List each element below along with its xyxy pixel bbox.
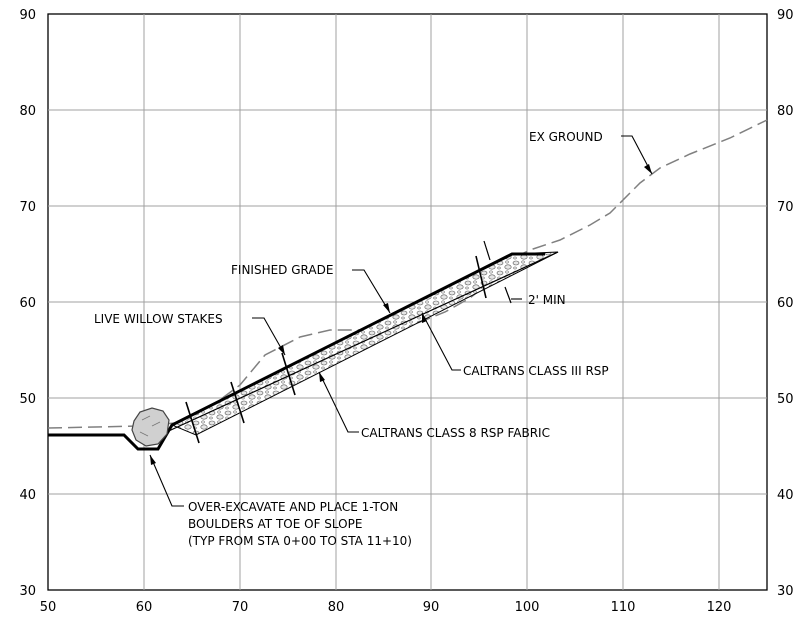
y-tick-labels-right: 30 40 50 60 70 80 90 — [777, 8, 794, 599]
y-tick-label-right: 60 — [777, 296, 794, 311]
y-tick-label-right: 40 — [777, 488, 794, 503]
y-tick-labels-left: 30 40 50 60 70 80 90 — [19, 8, 36, 599]
y-tick-label-right: 70 — [777, 200, 794, 215]
willow-stakes — [185, 255, 487, 444]
rsp-rock-layer — [170, 251, 559, 436]
willow-stake — [185, 401, 200, 444]
finished-grade-line — [48, 252, 545, 451]
x-tick-label: 90 — [423, 600, 440, 615]
label-boulders-line1: OVER-EXCAVATE AND PLACE 1-TON — [188, 500, 398, 514]
x-tick-label: 60 — [136, 600, 153, 615]
y-tick-label-right: 80 — [777, 104, 794, 119]
x-tick-label: 120 — [707, 600, 732, 615]
y-tick-label: 40 — [19, 488, 36, 503]
leader-boulders — [149, 454, 184, 507]
willow-stake — [281, 352, 296, 396]
leaders — [149, 135, 653, 507]
label-ex-ground: EX GROUND — [529, 130, 603, 144]
willow-stake — [230, 381, 245, 424]
boulder-icon — [131, 407, 170, 447]
y-tick-label-right: 50 — [777, 392, 794, 407]
grid — [47, 13, 768, 591]
x-tick-labels: 50 60 70 80 90 100 110 120 — [40, 600, 732, 615]
y-tick-label: 30 — [19, 584, 36, 599]
arrowheads — [150, 164, 652, 465]
leader-rsp-fabric — [318, 371, 359, 433]
leader-rsp-class3 — [421, 312, 461, 371]
x-tick-label: 50 — [40, 600, 57, 615]
existing-ground-line — [47, 119, 768, 429]
y-tick-label: 60 — [19, 296, 36, 311]
y-tick-label: 90 — [19, 8, 36, 23]
label-two-min: 2' MIN — [528, 293, 566, 307]
willow-stake — [475, 255, 487, 299]
leader-ex-ground — [621, 135, 653, 175]
boulder-detail — [139, 415, 161, 437]
grid-horizontals — [48, 109, 767, 495]
label-rsp-fabric: CALTRANS CLASS 8 RSP FABRIC — [361, 426, 550, 440]
x-tick-label: 70 — [232, 600, 249, 615]
x-tick-label: 100 — [515, 600, 540, 615]
leader-finished-grade — [352, 269, 391, 314]
leader-live-willow — [252, 317, 286, 356]
label-rsp-class3: CALTRANS CLASS III RSP — [463, 364, 609, 378]
label-boulders-line3: (TYP FROM STA 0+00 TO STA 11+10) — [188, 534, 412, 548]
y-tick-label-right: 90 — [777, 8, 794, 23]
x-tick-label: 80 — [328, 600, 345, 615]
label-live-willow: LIVE WILLOW STAKES — [94, 312, 223, 326]
label-finished-grade: FINISHED GRADE — [231, 263, 333, 277]
y-tick-label: 80 — [19, 104, 36, 119]
rsp-fabric-line — [159, 251, 559, 436]
annotations: EX GROUND FINISHED GRADE LIVE WILLOW STA… — [94, 130, 609, 548]
y-tick-label: 50 — [19, 392, 36, 407]
y-tick-label-right: 30 — [777, 584, 794, 599]
y-tick-label: 70 — [19, 200, 36, 215]
label-boulders-line2: BOULDERS AT TOE OF SLOPE — [188, 517, 362, 531]
two-min-dimension — [483, 240, 512, 304]
x-tick-label: 110 — [611, 600, 636, 615]
